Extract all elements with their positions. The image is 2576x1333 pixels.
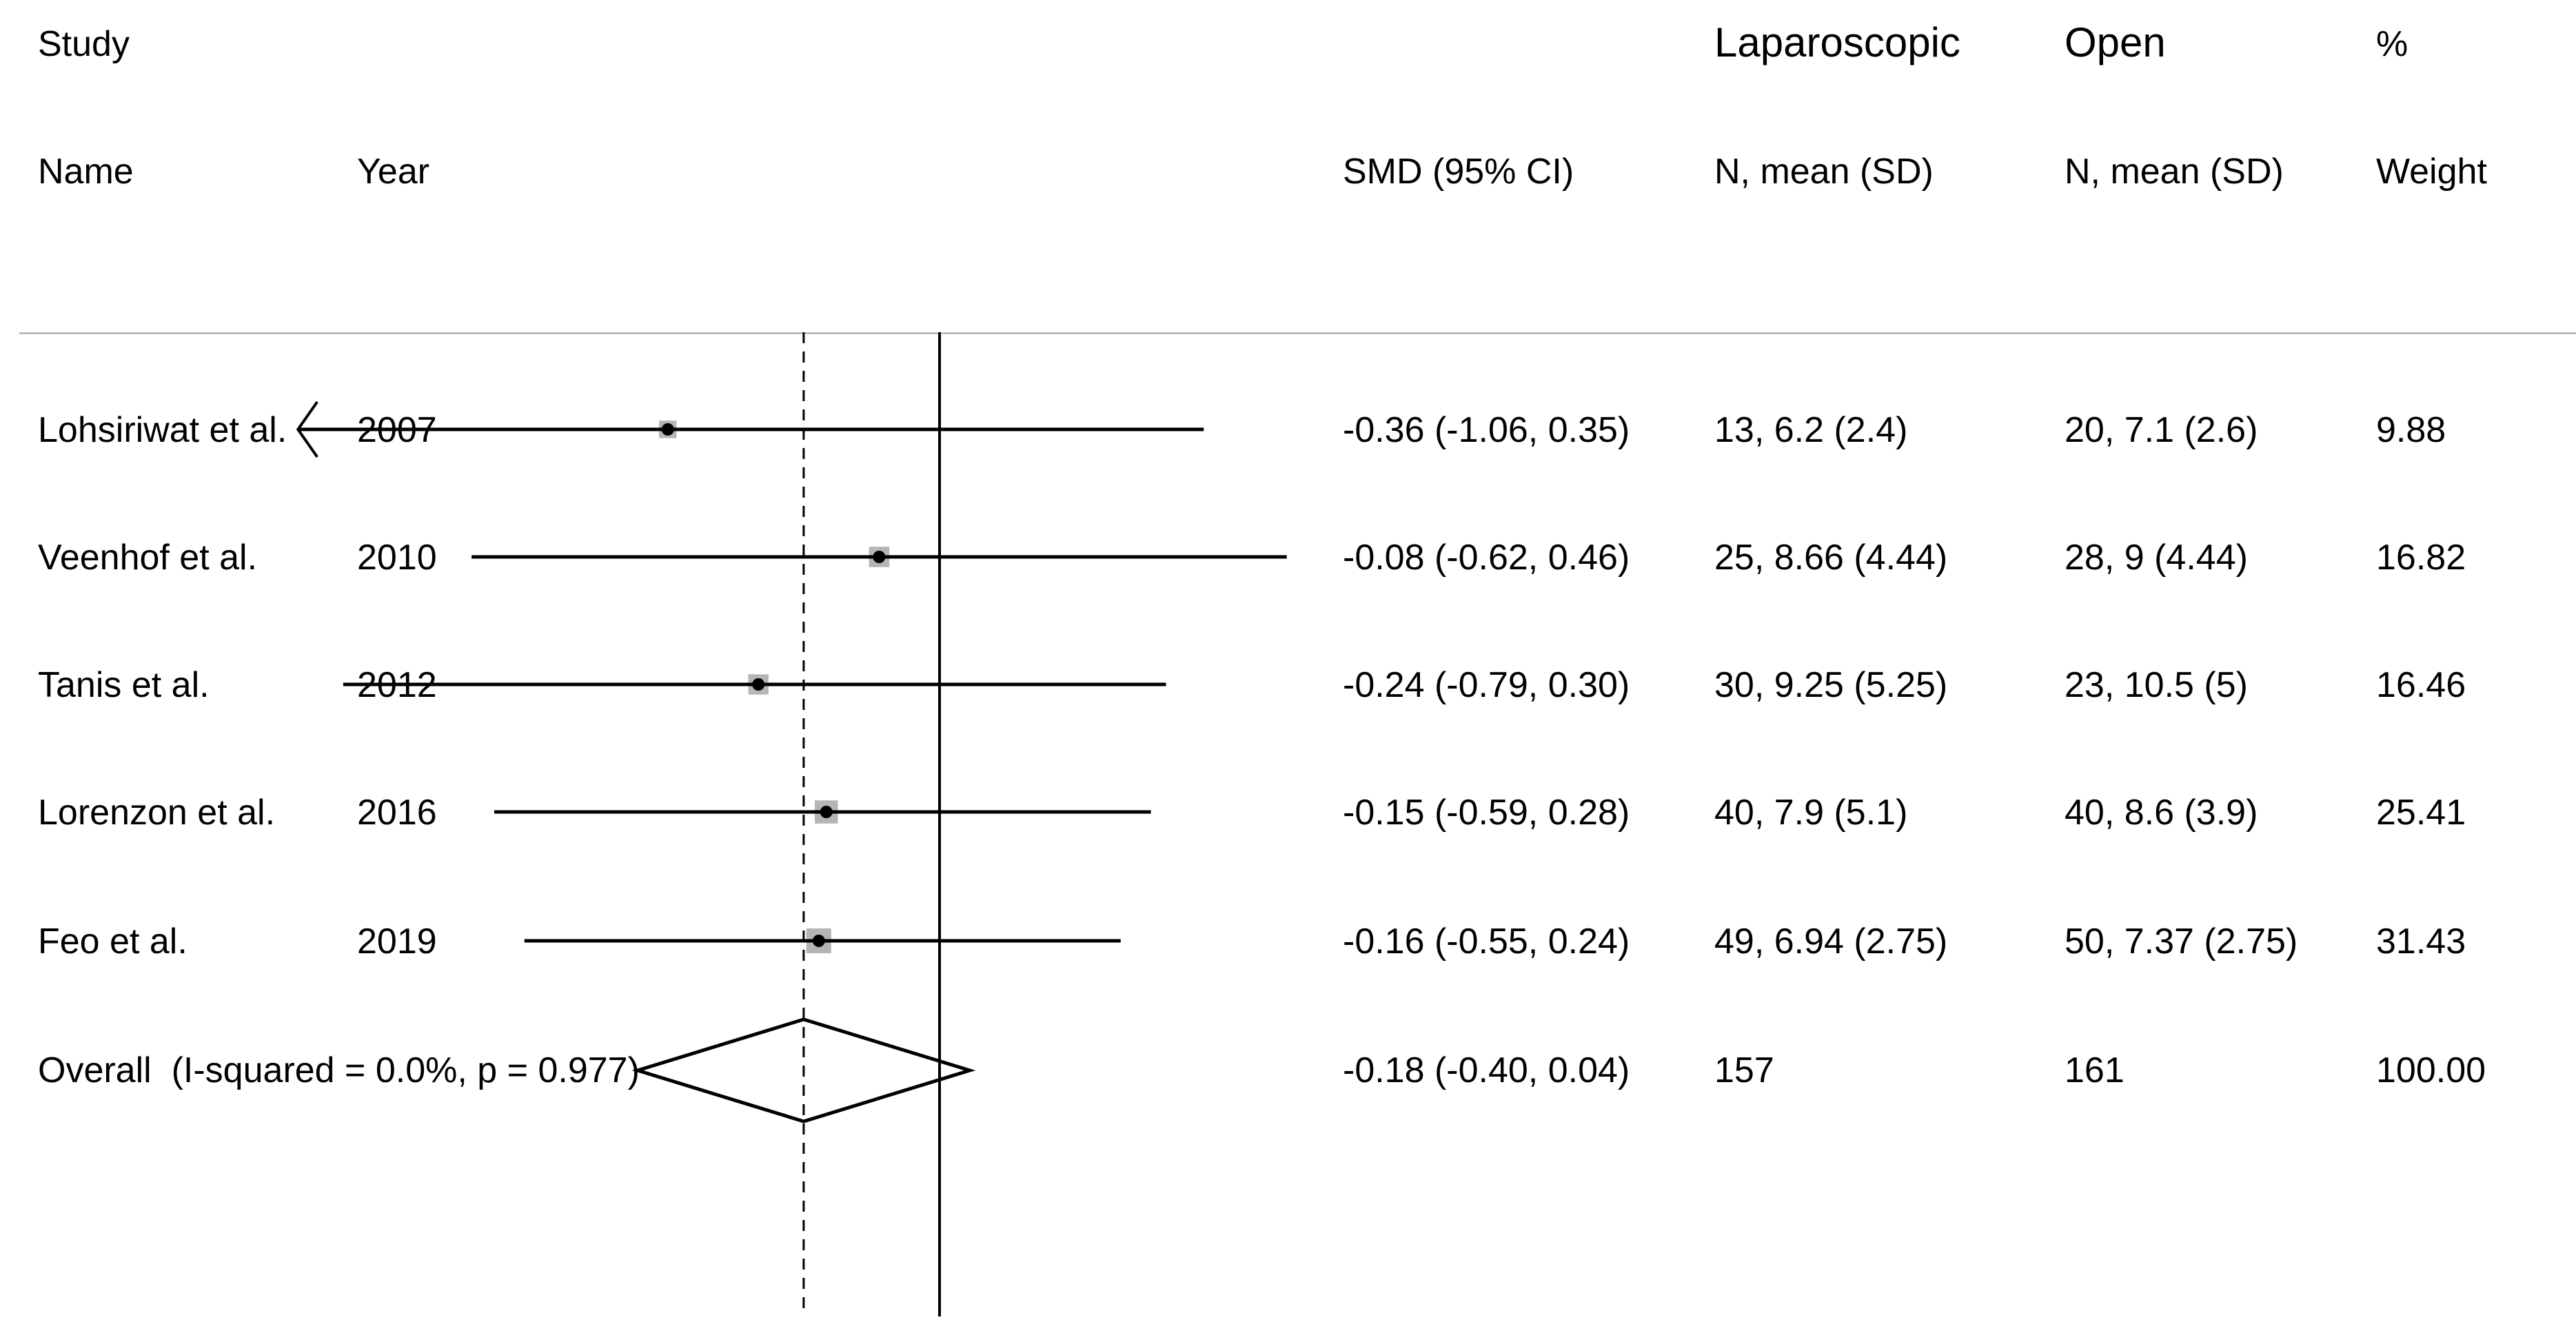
header-group2-sub: N, mean (SD) (2065, 152, 2284, 192)
point-estimate (873, 551, 886, 563)
study-lap: 30, 9.25 (5.25) (1714, 665, 1948, 705)
study-open: 50, 7.37 (2.75) (2065, 922, 2298, 961)
study-lap: 40, 7.9 (5.1) (1714, 793, 1908, 833)
study-smd: -0.36 (-1.06, 0.35) (1343, 410, 1630, 450)
study-lap: 13, 6.2 (2.4) (1714, 410, 1908, 450)
study-name: Tanis et al. (38, 665, 210, 705)
study-year: 2016 (357, 793, 437, 833)
overall-lap: 157 (1714, 1050, 1774, 1090)
study-weight: 31.43 (2376, 922, 2466, 961)
point-estimate (812, 935, 825, 947)
study-smd: -0.15 (-0.59, 0.28) (1343, 793, 1630, 833)
study-name: Lorenzon et al. (38, 793, 276, 833)
study-lap: 25, 8.66 (4.44) (1714, 538, 1948, 578)
study-weight: 25.41 (2376, 793, 2466, 833)
point-estimate (752, 678, 765, 691)
overall-weight: 100.00 (2376, 1050, 2486, 1090)
study-name: Veenhof et al. (38, 538, 258, 578)
study-open: 23, 10.5 (5) (2065, 665, 2248, 705)
header-name: Name (38, 152, 134, 192)
header-group1: Laparoscopic (1714, 19, 1960, 65)
header-year: Year (357, 152, 430, 192)
header-group2: Open (2065, 19, 2166, 65)
study-name: Lohsiriwat et al. (38, 410, 287, 450)
header-study: Study (38, 24, 130, 64)
header-weight: Weight (2376, 152, 2487, 192)
overall-diamond (631, 1017, 976, 1123)
header-smd: SMD (95% CI) (1343, 152, 1574, 192)
study-open: 28, 9 (4.44) (2065, 538, 2248, 578)
header-divider (19, 332, 2576, 334)
ci-arrow (296, 400, 318, 458)
point-estimate (661, 423, 674, 436)
study-weight: 16.82 (2376, 538, 2466, 578)
study-name: Feo et al. (38, 922, 187, 961)
study-weight: 9.88 (2376, 410, 2446, 450)
overall-open: 161 (2065, 1050, 2124, 1090)
study-smd: -0.08 (-0.62, 0.46) (1343, 538, 1630, 578)
study-year: 2019 (357, 922, 437, 961)
header-group1-sub: N, mean (SD) (1714, 152, 1934, 192)
study-year: 2010 (357, 538, 437, 578)
overall-label: Overall (I-squared = 0.0%, p = 0.977) (38, 1050, 640, 1090)
overall-smd: -0.18 (-0.40, 0.04) (1343, 1050, 1630, 1090)
study-smd: -0.24 (-0.79, 0.30) (1343, 665, 1630, 705)
point-estimate (820, 806, 833, 818)
header-weight-pct: % (2376, 24, 2408, 64)
study-weight: 16.46 (2376, 665, 2466, 705)
study-open: 40, 8.6 (3.9) (2065, 793, 2258, 833)
study-smd: -0.16 (-0.55, 0.24) (1343, 922, 1630, 961)
study-open: 20, 7.1 (2.6) (2065, 410, 2258, 450)
study-lap: 49, 6.94 (2.75) (1714, 922, 1948, 961)
